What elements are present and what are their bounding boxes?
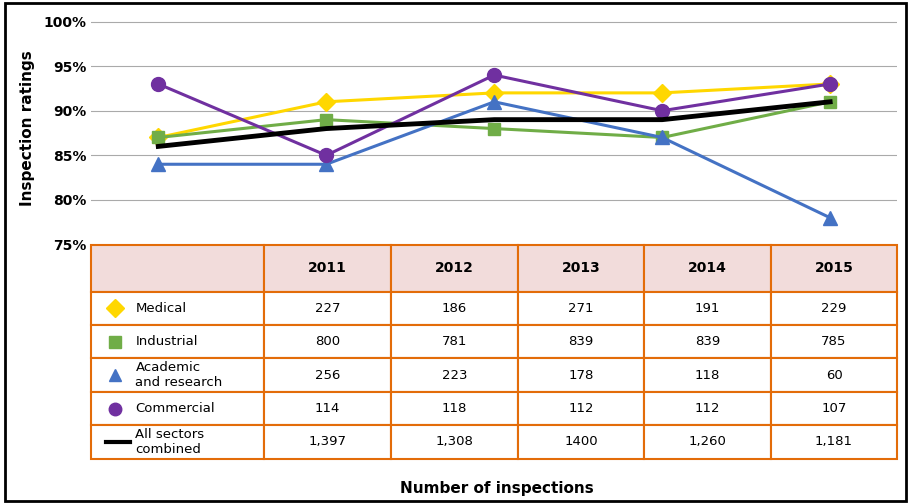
Text: 112: 112 bbox=[568, 402, 594, 415]
Text: 1,260: 1,260 bbox=[689, 435, 726, 449]
FancyBboxPatch shape bbox=[771, 425, 897, 459]
FancyBboxPatch shape bbox=[644, 244, 771, 292]
Text: 223: 223 bbox=[442, 368, 467, 382]
Text: 118: 118 bbox=[442, 402, 467, 415]
Text: 178: 178 bbox=[568, 368, 594, 382]
Text: Academic
and research: Academic and research bbox=[136, 361, 222, 389]
FancyBboxPatch shape bbox=[264, 325, 391, 358]
FancyBboxPatch shape bbox=[91, 292, 264, 325]
Text: 2015: 2015 bbox=[814, 261, 854, 275]
FancyBboxPatch shape bbox=[517, 244, 644, 292]
Text: 118: 118 bbox=[695, 368, 721, 382]
FancyBboxPatch shape bbox=[517, 392, 644, 425]
Text: 1,181: 1,181 bbox=[815, 435, 853, 449]
Text: 2012: 2012 bbox=[435, 261, 474, 275]
FancyBboxPatch shape bbox=[264, 358, 391, 392]
FancyBboxPatch shape bbox=[91, 425, 264, 459]
FancyBboxPatch shape bbox=[771, 358, 897, 392]
FancyBboxPatch shape bbox=[644, 392, 771, 425]
Text: 191: 191 bbox=[695, 302, 721, 315]
FancyBboxPatch shape bbox=[771, 244, 897, 292]
FancyBboxPatch shape bbox=[644, 292, 771, 325]
Text: Number of inspections: Number of inspections bbox=[400, 481, 593, 496]
FancyBboxPatch shape bbox=[771, 325, 897, 358]
Text: 839: 839 bbox=[695, 335, 720, 348]
Text: 785: 785 bbox=[822, 335, 846, 348]
FancyBboxPatch shape bbox=[391, 392, 517, 425]
Text: All sectors
combined: All sectors combined bbox=[136, 428, 205, 456]
Text: 2013: 2013 bbox=[561, 261, 600, 275]
FancyBboxPatch shape bbox=[91, 392, 264, 425]
FancyBboxPatch shape bbox=[771, 392, 897, 425]
FancyBboxPatch shape bbox=[391, 425, 517, 459]
Text: 800: 800 bbox=[315, 335, 341, 348]
Text: 107: 107 bbox=[822, 402, 846, 415]
Text: 1,397: 1,397 bbox=[309, 435, 347, 449]
Text: 839: 839 bbox=[568, 335, 593, 348]
FancyBboxPatch shape bbox=[517, 425, 644, 459]
Text: 256: 256 bbox=[315, 368, 341, 382]
Text: 2014: 2014 bbox=[688, 261, 727, 275]
Text: 781: 781 bbox=[442, 335, 467, 348]
Text: 1,308: 1,308 bbox=[435, 435, 473, 449]
FancyBboxPatch shape bbox=[264, 244, 391, 292]
Text: 2011: 2011 bbox=[308, 261, 347, 275]
Text: 186: 186 bbox=[442, 302, 467, 315]
FancyBboxPatch shape bbox=[644, 358, 771, 392]
FancyBboxPatch shape bbox=[91, 244, 264, 292]
FancyBboxPatch shape bbox=[644, 325, 771, 358]
Text: 114: 114 bbox=[315, 402, 341, 415]
Y-axis label: Inspection ratings: Inspection ratings bbox=[20, 51, 35, 207]
FancyBboxPatch shape bbox=[391, 358, 517, 392]
FancyBboxPatch shape bbox=[517, 325, 644, 358]
Text: Industrial: Industrial bbox=[136, 335, 198, 348]
Text: Commercial: Commercial bbox=[136, 402, 215, 415]
Text: 227: 227 bbox=[315, 302, 341, 315]
FancyBboxPatch shape bbox=[264, 392, 391, 425]
FancyBboxPatch shape bbox=[517, 292, 644, 325]
FancyBboxPatch shape bbox=[771, 292, 897, 325]
FancyBboxPatch shape bbox=[264, 292, 391, 325]
Text: 229: 229 bbox=[822, 302, 846, 315]
FancyBboxPatch shape bbox=[391, 244, 517, 292]
FancyBboxPatch shape bbox=[517, 358, 644, 392]
FancyBboxPatch shape bbox=[644, 425, 771, 459]
Text: Medical: Medical bbox=[136, 302, 187, 315]
FancyBboxPatch shape bbox=[91, 325, 264, 358]
FancyBboxPatch shape bbox=[91, 358, 264, 392]
Text: 60: 60 bbox=[825, 368, 843, 382]
FancyBboxPatch shape bbox=[391, 325, 517, 358]
FancyBboxPatch shape bbox=[264, 425, 391, 459]
Text: 112: 112 bbox=[695, 402, 721, 415]
Text: 1400: 1400 bbox=[564, 435, 598, 449]
FancyBboxPatch shape bbox=[391, 292, 517, 325]
Text: 271: 271 bbox=[568, 302, 594, 315]
